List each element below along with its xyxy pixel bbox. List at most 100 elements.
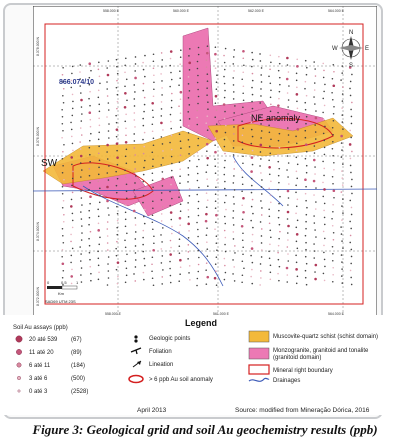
- soil-sample-point: [170, 155, 173, 158]
- soil-sample-point: [198, 158, 200, 161]
- soil-sample-point: [61, 157, 64, 160]
- legend: Legend Soil Au assays (ppb) 20 até 539 (6…: [3, 315, 383, 415]
- soil-sample-point: [169, 267, 171, 270]
- soil-sample-point: [180, 49, 182, 51]
- soil-sample-point: [224, 47, 227, 50]
- soil-sample-point: [71, 247, 74, 250]
- soil-sample-point: [250, 128, 253, 131]
- soil-sample-point: [206, 150, 208, 152]
- soil-sample-point: [160, 248, 163, 250]
- soil-sample-point: [196, 123, 199, 126]
- soil-sample-point: [233, 189, 236, 191]
- soil-sample-point: [260, 256, 263, 258]
- soil-sample-point: [304, 108, 307, 111]
- soil-sample-point: [107, 179, 110, 181]
- soil-sample-point: [151, 270, 153, 273]
- soil-sample-point: [98, 166, 100, 169]
- soil-sample-point: [188, 272, 190, 274]
- soil-sample-point: [160, 234, 162, 236]
- soil-sample-point: [268, 159, 270, 162]
- soil-sample-points: [61, 45, 353, 287]
- soil-sample-point: [107, 109, 110, 111]
- soil-sample-point: [225, 194, 227, 197]
- soil-sample-point: [287, 260, 290, 262]
- soil-sample-point: [152, 137, 155, 140]
- soil-sample-point: [178, 133, 181, 135]
- soil-sample-point: [314, 103, 316, 105]
- soil-sample-point: [142, 152, 145, 155]
- soil-sample-point: [80, 190, 82, 192]
- soil-sample-point: [116, 156, 119, 159]
- soil-sample-point: [89, 125, 92, 128]
- soil-sample-point: [124, 169, 126, 172]
- lineation-icon: [132, 360, 142, 368]
- soil-sample-point: [252, 212, 254, 215]
- soil-sample-point: [222, 103, 226, 106]
- soil-sample-point: [296, 198, 299, 201]
- soil-sample-point: [187, 237, 190, 239]
- soil-sample-point: [205, 206, 208, 208]
- soil-sample-point: [152, 95, 155, 98]
- soil-sample-point: [324, 83, 326, 86]
- soil-sample-point: [268, 166, 271, 169]
- soil-sample-point: [97, 215, 100, 218]
- legend-schist: Muscovite-quartz schist (schist domain): [273, 334, 378, 340]
- soil-sample-point: [287, 239, 289, 241]
- soil-sample-point: [89, 202, 91, 205]
- soil-sample-point: [277, 69, 280, 72]
- soil-sample-point: [286, 64, 289, 66]
- soil-sample-point: [124, 225, 127, 228]
- soil-sample-point: [134, 91, 136, 93]
- soil-sample-point: [341, 93, 344, 95]
- soil-sample-point: [115, 58, 118, 61]
- soil-sample-point: [116, 261, 120, 264]
- soil-sample-point: [323, 174, 325, 177]
- soil-sample-point: [152, 207, 154, 210]
- soil-sample-point: [197, 137, 200, 140]
- soil-sample-point: [304, 157, 307, 160]
- soil-sample-point: [232, 210, 235, 212]
- soil-class-swatch: [15, 335, 23, 343]
- soil-sample-point: [206, 94, 208, 96]
- soil-sample-point: [278, 118, 280, 121]
- soil-sample-point: [116, 177, 119, 180]
- soil-sample-point: [242, 127, 244, 130]
- drainage-icon: [248, 377, 270, 382]
- soil-sample-point: [348, 66, 352, 69]
- soil-sample-point: [341, 177, 344, 179]
- soil-sample-point: [250, 142, 253, 145]
- map-date: April 2013: [137, 407, 167, 414]
- soil-sample-point: [88, 167, 91, 170]
- soil-sample-point: [241, 120, 243, 123]
- soil-sample-point: [71, 184, 73, 187]
- soil-sample-point: [241, 169, 243, 172]
- soil-sample-point: [170, 134, 173, 137]
- soil-sample-point: [331, 147, 334, 150]
- soil-sample-point: [286, 127, 289, 129]
- soil-sample-point: [80, 267, 83, 269]
- soil-sample-point: [107, 249, 109, 251]
- soil-sample-point: [349, 269, 352, 272]
- soil-sample-point: [88, 244, 91, 247]
- soil-sample-point: [349, 87, 351, 90]
- soil-sample-point: [295, 79, 298, 82]
- soil-sample-point: [88, 251, 91, 254]
- soil-sample-point: [170, 218, 173, 221]
- soil-sample-point: [224, 131, 227, 134]
- soil-sample-point: [323, 244, 325, 247]
- soil-sample-point: [97, 96, 100, 99]
- soil-sample-point: [153, 74, 155, 77]
- soil-sample-point: [323, 188, 326, 191]
- soil-sample-point: [304, 255, 307, 258]
- soil-sample-point: [234, 245, 236, 247]
- soil-sample-point: [133, 140, 136, 142]
- soil-sample-point: [342, 86, 344, 88]
- soil-sample-point: [278, 237, 280, 240]
- soil-sample-point: [205, 212, 208, 216]
- soil-sample-point: [287, 134, 290, 136]
- soil-sample-point: [79, 246, 81, 248]
- soil-sample-point: [214, 102, 217, 104]
- svg-text:Km: Km: [58, 291, 65, 296]
- soil-sample-point: [269, 194, 272, 197]
- soil-sample-point: [89, 181, 91, 184]
